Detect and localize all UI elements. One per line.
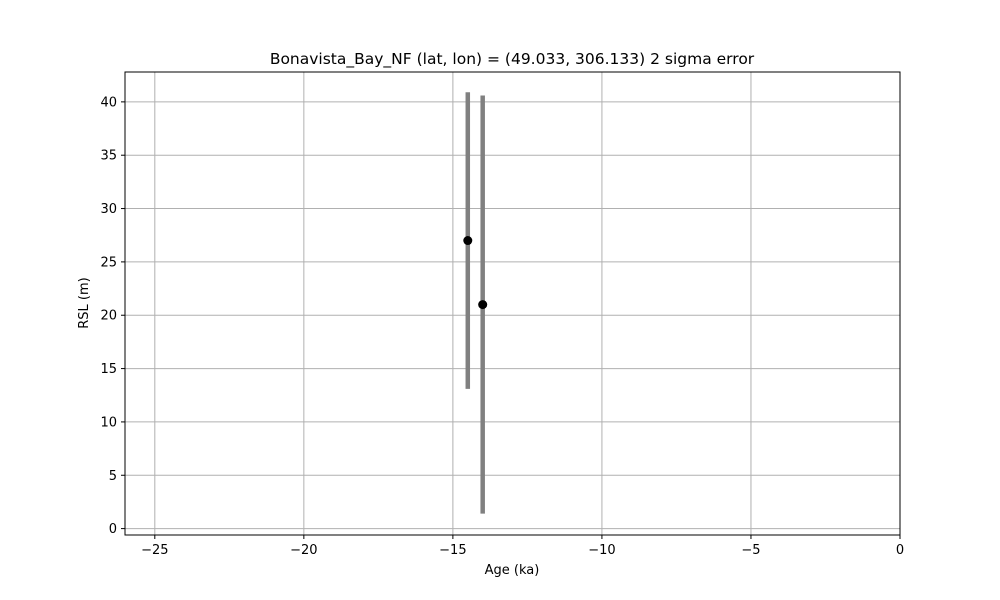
y-tick-label: 30 <box>100 202 117 217</box>
y-axis-label: RSL (m) <box>77 277 92 328</box>
y-tick-label: 0 <box>109 522 117 537</box>
x-axis-label: Age (ka) <box>485 563 540 578</box>
x-tick-label: −5 <box>741 543 760 558</box>
x-tick-label: 0 <box>896 543 904 558</box>
y-tick-label: 40 <box>100 95 117 110</box>
x-tick-label: −10 <box>588 543 615 558</box>
y-tick-label: 10 <box>100 415 117 430</box>
data-layer <box>463 92 488 514</box>
x-tick-label: −20 <box>290 543 317 558</box>
x-axis: −25 −20 −15 −10 −5 0 <box>141 535 904 558</box>
y-tick-label: 15 <box>100 362 117 377</box>
plot-frame <box>124 71 901 536</box>
grid <box>125 72 901 535</box>
y-axis: 0 5 10 15 20 25 30 35 40 <box>100 95 125 537</box>
data-point <box>478 300 488 310</box>
y-tick-label: 25 <box>100 255 117 270</box>
x-tick-label: −15 <box>439 543 466 558</box>
chart-title: Bonavista_Bay_NF (lat, lon) = (49.033, 3… <box>270 50 755 69</box>
data-point <box>463 236 473 246</box>
y-tick-label: 5 <box>109 469 117 484</box>
y-tick-label: 20 <box>100 309 117 324</box>
y-tick-label: 35 <box>100 149 117 164</box>
x-tick-label: −25 <box>141 543 168 558</box>
